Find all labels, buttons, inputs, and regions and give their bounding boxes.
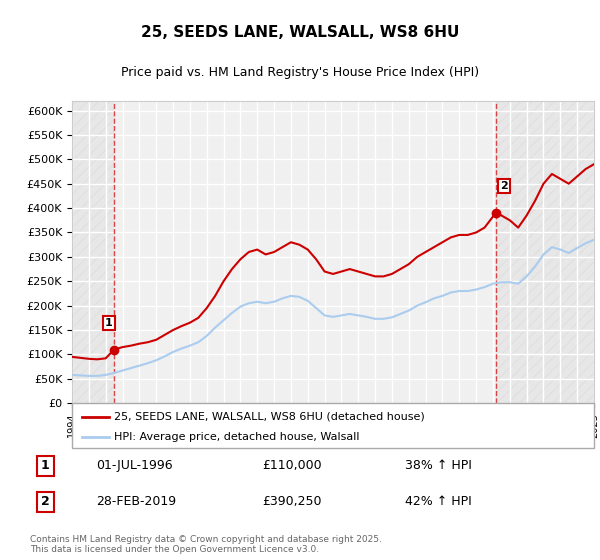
Text: 1: 1	[105, 318, 113, 328]
Bar	[496, 101, 594, 403]
Text: 2: 2	[41, 495, 50, 508]
Text: 01-JUL-1996: 01-JUL-1996	[96, 459, 173, 473]
Bar	[72, 101, 114, 403]
Text: 42% ↑ HPI: 42% ↑ HPI	[406, 495, 472, 508]
Text: £390,250: £390,250	[262, 495, 322, 508]
Text: 28-FEB-2019: 28-FEB-2019	[96, 495, 176, 508]
Text: 38% ↑ HPI: 38% ↑ HPI	[406, 459, 472, 473]
Text: HPI: Average price, detached house, Walsall: HPI: Average price, detached house, Wals…	[114, 432, 359, 442]
FancyBboxPatch shape	[72, 403, 594, 448]
Text: Contains HM Land Registry data © Crown copyright and database right 2025.
This d: Contains HM Land Registry data © Crown c…	[30, 535, 382, 554]
Text: 1: 1	[41, 459, 50, 473]
Text: 25, SEEDS LANE, WALSALL, WS8 6HU (detached house): 25, SEEDS LANE, WALSALL, WS8 6HU (detach…	[114, 412, 425, 422]
Text: 25, SEEDS LANE, WALSALL, WS8 6HU: 25, SEEDS LANE, WALSALL, WS8 6HU	[141, 25, 459, 40]
Text: £110,000: £110,000	[262, 459, 322, 473]
Text: 2: 2	[500, 181, 508, 191]
Text: Price paid vs. HM Land Registry's House Price Index (HPI): Price paid vs. HM Land Registry's House …	[121, 66, 479, 78]
